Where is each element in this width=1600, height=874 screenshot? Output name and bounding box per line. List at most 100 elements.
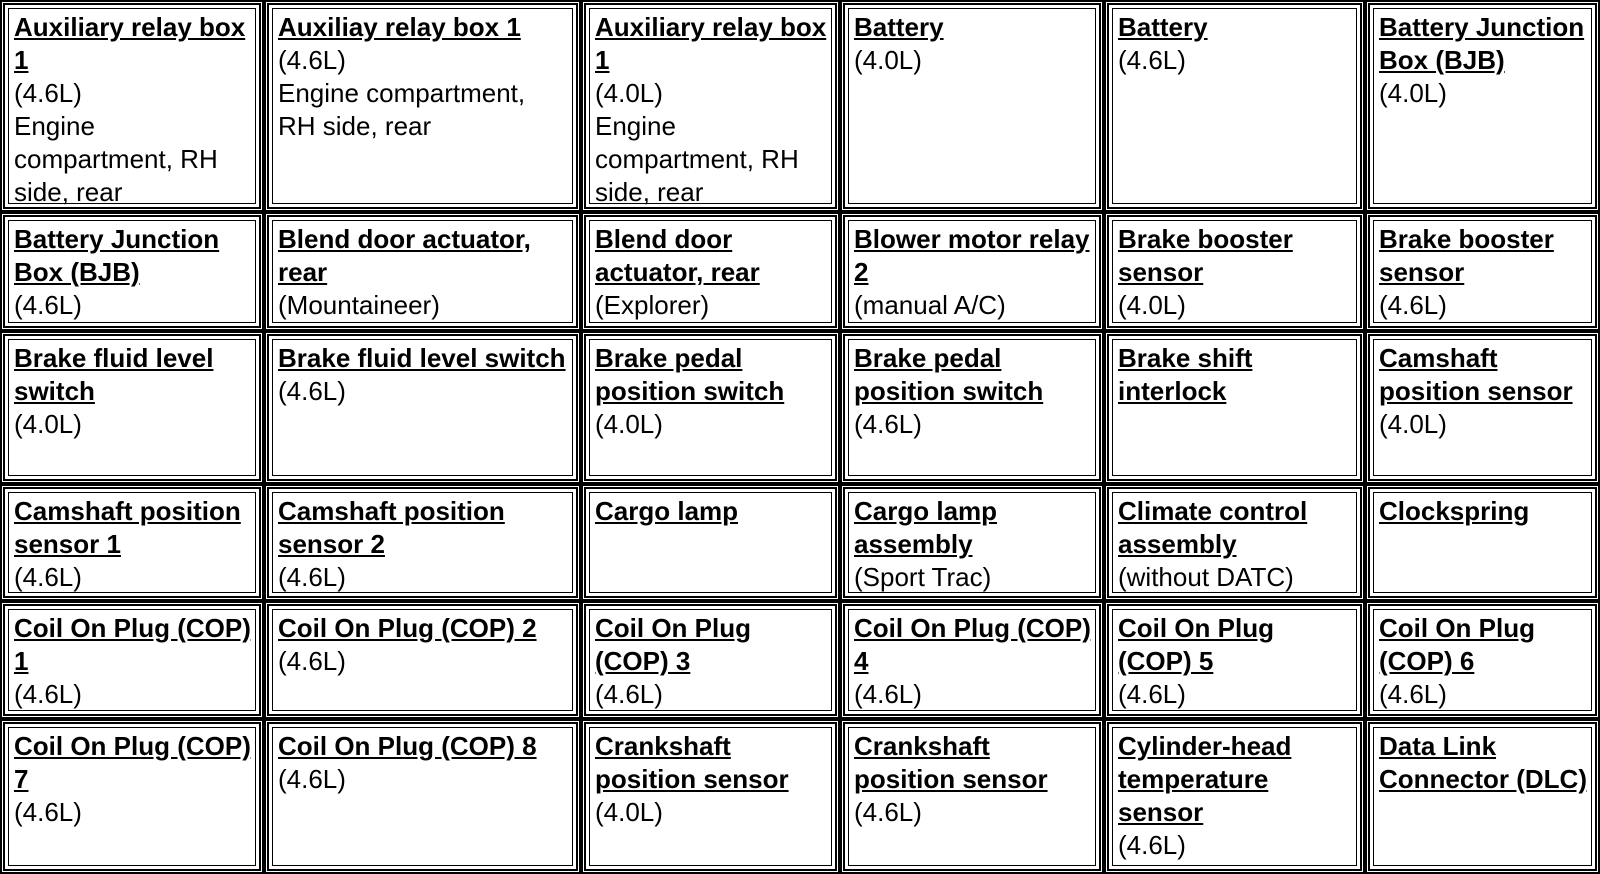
- table-cell: Auxiliay relay box 1 (4.6L) Engine compart…: [266, 2, 579, 210]
- component-detail: (4.6L): [14, 797, 82, 827]
- component-detail: (4.6L): [1118, 679, 1186, 709]
- table-cell: Brake fluid level switch (4.0L): [2, 333, 262, 482]
- table-cell: Cylinder-head temperature sensor (4.6L): [1106, 721, 1363, 872]
- component-detail: Engine compartment, RH side, rear: [595, 111, 799, 207]
- table-cell: Crankshaft position sensor (4.0L): [583, 721, 838, 872]
- component-link[interactable]: Battery Junction Box (BJB): [1379, 12, 1585, 75]
- component-link[interactable]: Cylinder-head temperature sensor: [1118, 731, 1292, 827]
- table-cell: Battery Junction Box (BJB) (4.0L): [1367, 2, 1598, 210]
- component-detail: Engine compartment, RH side, rear: [278, 78, 526, 141]
- table-cell: Brake booster sensor (4.6L): [1367, 214, 1598, 329]
- table-cell: Brake shift interlock: [1106, 333, 1363, 482]
- table-cell: Clockspring: [1367, 486, 1598, 599]
- component-detail: (without DATC): [1118, 562, 1294, 592]
- table-cell: Camshaft position sensor 2 (4.6L): [266, 486, 579, 599]
- component-detail: (Mountaineer): [278, 290, 440, 320]
- component-link[interactable]: Camshaft position sensor 1: [14, 496, 241, 559]
- table-cell: Blend door actuator, rear (Explorer): [583, 214, 838, 329]
- table-cell: Data Link Connector (DLC): [1367, 721, 1598, 872]
- table-cell: Coil On Plug (COP) 5 (4.6L): [1106, 603, 1363, 717]
- component-link[interactable]: Coil On Plug (COP) 5: [1118, 613, 1274, 676]
- component-link[interactable]: Auxiliary relay box 1: [14, 12, 246, 75]
- component-detail: (4.6L): [854, 679, 922, 709]
- table-cell: Brake pedal position switch (4.0L): [583, 333, 838, 482]
- component-detail: (4.6L): [278, 562, 346, 592]
- component-detail: (4.6L): [278, 764, 346, 794]
- table-cell: Coil On Plug (COP) 3 (4.6L): [583, 603, 838, 717]
- component-detail: (Sport Trac): [854, 562, 992, 592]
- component-link[interactable]: Camshaft position sensor: [1379, 343, 1573, 406]
- component-link[interactable]: Brake booster sensor: [1118, 224, 1293, 287]
- component-detail: (Explorer): [595, 290, 710, 320]
- component-detail: (4.6L): [14, 679, 82, 709]
- table-cell: Coil On Plug (COP) 8 (4.6L): [266, 721, 579, 872]
- component-link[interactable]: Clockspring: [1379, 496, 1530, 526]
- component-detail: (4.6L): [14, 78, 82, 108]
- component-detail: (4.6L): [14, 562, 82, 592]
- table-cell: Camshaft position sensor (4.0L): [1367, 333, 1598, 482]
- table-cell: Camshaft position sensor 1 (4.6L): [2, 486, 262, 599]
- component-link[interactable]: Brake fluid level switch: [278, 343, 566, 373]
- component-detail: (4.6L): [14, 290, 82, 320]
- component-link[interactable]: Brake pedal position switch: [854, 343, 1044, 406]
- component-link[interactable]: Cargo lamp: [595, 496, 739, 526]
- component-link[interactable]: Crankshaft position sensor: [854, 731, 1048, 794]
- component-detail: (4.6L): [1379, 290, 1447, 320]
- component-link[interactable]: Climate control assembly: [1118, 496, 1308, 559]
- component-link[interactable]: Blend door actuator, rear: [278, 224, 531, 287]
- component-link[interactable]: Brake shift interlock: [1118, 343, 1253, 406]
- table-cell: Coil On Plug (COP) 1 (4.6L): [2, 603, 262, 717]
- component-link[interactable]: Data Link Connector (DLC): [1379, 731, 1587, 794]
- component-detail: (4.6L): [1118, 45, 1186, 75]
- component-detail: (4.0L): [1379, 78, 1447, 108]
- table-cell: Climate control assembly (without DATC): [1106, 486, 1363, 599]
- component-link[interactable]: Crankshaft position sensor: [595, 731, 789, 794]
- component-link[interactable]: Coil On Plug (COP) 1: [14, 613, 251, 676]
- table-cell: Blend door actuator, rear (Mountaineer): [266, 214, 579, 329]
- table-cell: Coil On Plug (COP) 6 (4.6L): [1367, 603, 1598, 717]
- component-link[interactable]: Battery: [1118, 12, 1208, 42]
- component-link[interactable]: Brake pedal position switch: [595, 343, 785, 406]
- component-link[interactable]: Battery: [854, 12, 944, 42]
- component-link[interactable]: Coil On Plug (COP) 8: [278, 731, 537, 761]
- component-detail: (4.6L): [854, 409, 922, 439]
- component-link[interactable]: Auxiliary relay box 1: [595, 12, 827, 75]
- table-cell: Battery (4.0L): [842, 2, 1102, 210]
- table-cell: Auxiliary relay box 1 (4.6L) Engine compar…: [2, 2, 262, 210]
- table-cell: Battery (4.6L): [1106, 2, 1363, 210]
- component-detail: (4.0L): [1118, 290, 1186, 320]
- component-detail: (4.0L): [854, 45, 922, 75]
- table-cell: Cargo lamp assembly (Sport Trac): [842, 486, 1102, 599]
- component-link[interactable]: Blower motor relay 2: [854, 224, 1090, 287]
- component-link[interactable]: Coil On Plug (COP) 3: [595, 613, 751, 676]
- component-link[interactable]: Camshaft position sensor 2: [278, 496, 505, 559]
- component-link[interactable]: Battery Junction Box (BJB): [14, 224, 220, 287]
- component-detail: (4.6L): [854, 797, 922, 827]
- component-detail: (4.6L): [1379, 679, 1447, 709]
- component-detail: (4.0L): [595, 78, 663, 108]
- component-detail: (4.6L): [278, 376, 346, 406]
- component-detail: (4.0L): [595, 409, 663, 439]
- component-detail: (manual A/C): [854, 290, 1006, 320]
- component-link[interactable]: Auxiliay relay box 1: [278, 12, 521, 42]
- component-detail: (4.6L): [278, 45, 346, 75]
- table-cell: Cargo lamp: [583, 486, 838, 599]
- table-cell: Crankshaft position sensor (4.6L): [842, 721, 1102, 872]
- component-link[interactable]: Coil On Plug (COP) 7: [14, 731, 251, 794]
- component-link[interactable]: Coil On Plug (COP) 6: [1379, 613, 1535, 676]
- table-cell: Brake fluid level switch (4.6L): [266, 333, 579, 482]
- component-link[interactable]: Coil On Plug (COP) 4: [854, 613, 1091, 676]
- component-link[interactable]: Brake fluid level switch: [14, 343, 214, 406]
- component-link[interactable]: Brake booster sensor: [1379, 224, 1554, 287]
- component-link[interactable]: Blend door actuator, rear: [595, 224, 760, 287]
- table-cell: Brake pedal position switch (4.6L): [842, 333, 1102, 482]
- component-link[interactable]: Coil On Plug (COP) 2: [278, 613, 537, 643]
- table-cell: Coil On Plug (COP) 7 (4.6L): [2, 721, 262, 872]
- component-detail: Engine compartment, RH side, rear: [14, 111, 218, 207]
- component-detail: (4.6L): [595, 679, 663, 709]
- component-detail: (4.6L): [278, 646, 346, 676]
- table-cell: Blower motor relay 2 (manual A/C): [842, 214, 1102, 329]
- table-cell: Brake booster sensor (4.0L): [1106, 214, 1363, 329]
- component-link[interactable]: Cargo lamp assembly: [854, 496, 998, 559]
